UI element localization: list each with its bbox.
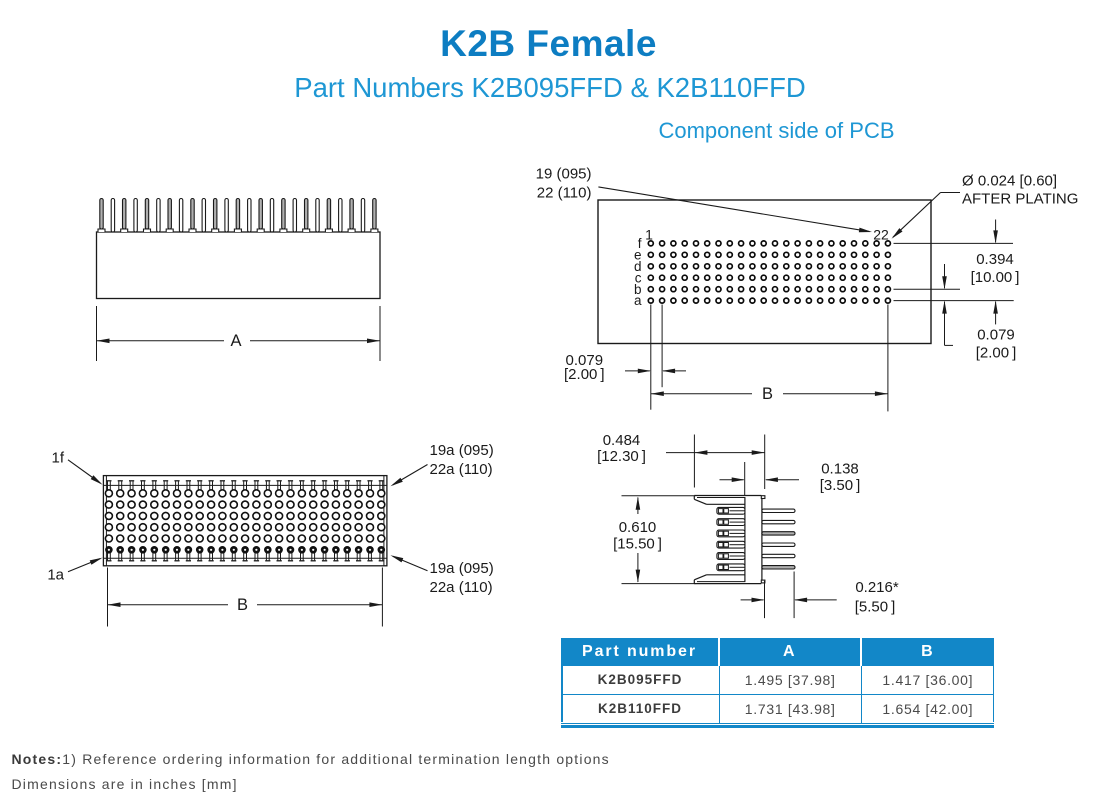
svg-text:AFTER PLATING: AFTER PLATING — [962, 190, 1078, 207]
svg-text:A: A — [230, 332, 241, 350]
svg-text:[2.00 ]: [2.00 ] — [976, 345, 1017, 362]
svg-text:b: b — [634, 282, 642, 297]
svg-text:0.484: 0.484 — [603, 432, 641, 449]
svg-text:1f: 1f — [51, 449, 64, 466]
svg-text:B: B — [237, 596, 248, 614]
svg-text:1a: 1a — [47, 567, 64, 584]
svg-text:19a (095): 19a (095) — [430, 442, 494, 459]
svg-text:0.079: 0.079 — [566, 352, 604, 369]
svg-text:0.216*: 0.216* — [855, 579, 899, 596]
svg-text:d: d — [634, 259, 642, 274]
svg-text:[5.50 ]: [5.50 ] — [855, 599, 896, 616]
svg-text:[2.00 ]: [2.00 ] — [564, 366, 605, 383]
svg-text:c: c — [635, 270, 642, 285]
svg-text:a: a — [634, 293, 642, 308]
svg-text:[15.50 ]: [15.50 ] — [613, 536, 662, 553]
svg-text:22a (110): 22a (110) — [430, 579, 493, 596]
svg-text:B: B — [762, 385, 773, 403]
svg-text:22 (110): 22 (110) — [537, 185, 592, 202]
svg-text:e: e — [634, 247, 642, 262]
svg-text:22a (110): 22a (110) — [430, 461, 493, 478]
svg-text:22: 22 — [873, 227, 889, 243]
svg-text:0.138: 0.138 — [821, 461, 859, 478]
svg-text:Ø 0.024 [0.60]: Ø 0.024 [0.60] — [962, 172, 1057, 189]
svg-text:19a (095): 19a (095) — [430, 560, 494, 577]
svg-text:f: f — [638, 236, 642, 251]
svg-text:19 (095): 19 (095) — [536, 165, 592, 182]
svg-text:[10.00 ]: [10.00 ] — [971, 269, 1020, 286]
svg-text:0.610: 0.610 — [619, 519, 657, 536]
svg-text:0.394: 0.394 — [976, 251, 1014, 268]
svg-text:[12.30 ]: [12.30 ] — [597, 448, 646, 465]
svg-text:0.079: 0.079 — [977, 327, 1015, 344]
svg-text:[3.50 ]: [3.50 ] — [820, 477, 861, 494]
svg-text:1: 1 — [645, 227, 653, 243]
